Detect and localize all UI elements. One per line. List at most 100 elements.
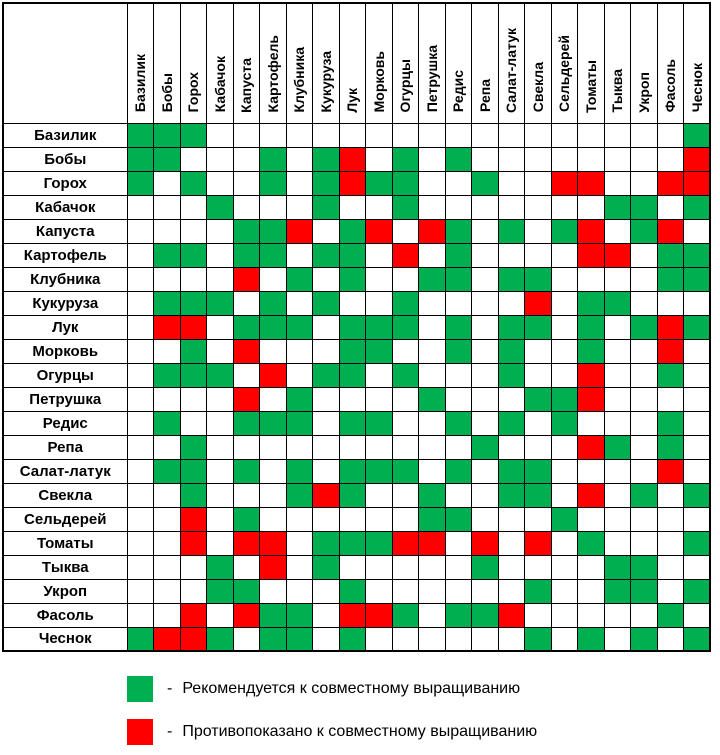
matrix-cell xyxy=(471,506,499,532)
matrix-cell xyxy=(365,626,393,652)
column-header-label: Капуста xyxy=(238,57,255,113)
matrix-cell xyxy=(206,146,234,172)
matrix-row: Огурцы xyxy=(2,362,711,388)
matrix-cell xyxy=(259,314,287,340)
matrix-cell xyxy=(683,290,711,316)
matrix-cell xyxy=(153,506,181,532)
matrix-cell xyxy=(179,506,207,532)
matrix-cell xyxy=(418,242,446,268)
matrix-row: Картофель xyxy=(2,242,711,268)
matrix-cell xyxy=(603,242,631,268)
matrix-cell xyxy=(179,290,207,316)
matrix-cell xyxy=(497,458,525,484)
matrix-cell xyxy=(444,290,472,316)
matrix-cell xyxy=(338,482,366,508)
matrix-cell xyxy=(206,626,234,652)
matrix-cell xyxy=(418,386,446,412)
matrix-cell xyxy=(418,554,446,580)
matrix-cell xyxy=(365,458,393,484)
matrix-cell xyxy=(524,626,552,652)
matrix-cell xyxy=(391,626,419,652)
matrix-cell xyxy=(603,554,631,580)
matrix-cell xyxy=(603,578,631,604)
matrix-cell xyxy=(603,170,631,196)
matrix-cell xyxy=(630,458,658,484)
matrix-row: Томаты xyxy=(2,530,711,556)
matrix-cell xyxy=(444,434,472,460)
matrix-cell xyxy=(656,482,684,508)
matrix-cell xyxy=(312,530,340,556)
matrix-cell xyxy=(153,122,181,148)
matrix-cell xyxy=(577,218,605,244)
matrix-cell xyxy=(550,458,578,484)
matrix-cell xyxy=(312,194,340,220)
matrix-cell xyxy=(418,314,446,340)
matrix-cell xyxy=(259,146,287,172)
row-header: Тыква xyxy=(2,554,128,580)
matrix-row: Свекла xyxy=(2,482,711,508)
matrix-cell xyxy=(550,266,578,292)
matrix-cell xyxy=(524,362,552,388)
matrix-cell xyxy=(126,506,154,532)
matrix-cell xyxy=(153,194,181,220)
matrix-cell xyxy=(444,242,472,268)
matrix-cell xyxy=(444,218,472,244)
matrix-cell xyxy=(418,290,446,316)
matrix-cell xyxy=(206,290,234,316)
matrix-cell xyxy=(497,482,525,508)
matrix-cell xyxy=(391,122,419,148)
row-header: Кукуруза xyxy=(2,290,128,316)
matrix-cell xyxy=(683,458,711,484)
matrix-cell xyxy=(418,410,446,436)
matrix-cell xyxy=(550,170,578,196)
matrix-cell xyxy=(391,194,419,220)
matrix-cell xyxy=(285,290,313,316)
matrix-cell xyxy=(179,362,207,388)
matrix-cell xyxy=(365,506,393,532)
matrix-cell xyxy=(391,602,419,628)
column-header-label: Фасоль xyxy=(662,59,679,113)
matrix-cell xyxy=(206,170,234,196)
matrix-cell xyxy=(232,458,260,484)
matrix-cell xyxy=(444,410,472,436)
matrix-row: Бобы xyxy=(2,146,711,172)
matrix-cell xyxy=(259,530,287,556)
matrix-cell xyxy=(524,458,552,484)
matrix-cell xyxy=(365,410,393,436)
matrix-cell xyxy=(206,434,234,460)
matrix-cell xyxy=(232,266,260,292)
matrix-cell xyxy=(338,170,366,196)
column-header: Клубника xyxy=(285,2,313,124)
matrix-cell xyxy=(497,506,525,532)
matrix-cell xyxy=(391,242,419,268)
matrix-cell xyxy=(630,602,658,628)
matrix-cell xyxy=(206,602,234,628)
matrix-cell xyxy=(338,122,366,148)
matrix-cell xyxy=(630,146,658,172)
legend-dash: - xyxy=(167,723,173,740)
matrix-cell xyxy=(179,170,207,196)
matrix-cell xyxy=(338,194,366,220)
matrix-cell xyxy=(206,266,234,292)
matrix-cell xyxy=(550,410,578,436)
matrix-cell xyxy=(418,194,446,220)
matrix-cell xyxy=(497,578,525,604)
matrix-cell xyxy=(444,626,472,652)
matrix-cell xyxy=(285,458,313,484)
matrix-cell xyxy=(232,434,260,460)
matrix-cell xyxy=(179,146,207,172)
column-header-label: Петрушка xyxy=(423,45,440,113)
column-header: Чеснок xyxy=(683,2,711,124)
matrix-cell xyxy=(656,554,684,580)
column-header: Петрушка xyxy=(418,2,446,124)
matrix-cell xyxy=(497,170,525,196)
matrix-cell xyxy=(656,506,684,532)
matrix-cell xyxy=(259,434,287,460)
matrix-cell xyxy=(365,218,393,244)
row-header: Фасоль xyxy=(2,602,128,628)
compatibility-table-wrap: Базилик Бобы Горох Кабачок Капуста Картофель К… xyxy=(2,2,711,652)
matrix-cell xyxy=(683,242,711,268)
matrix-cell xyxy=(312,242,340,268)
matrix-row: Тыква xyxy=(2,554,711,580)
